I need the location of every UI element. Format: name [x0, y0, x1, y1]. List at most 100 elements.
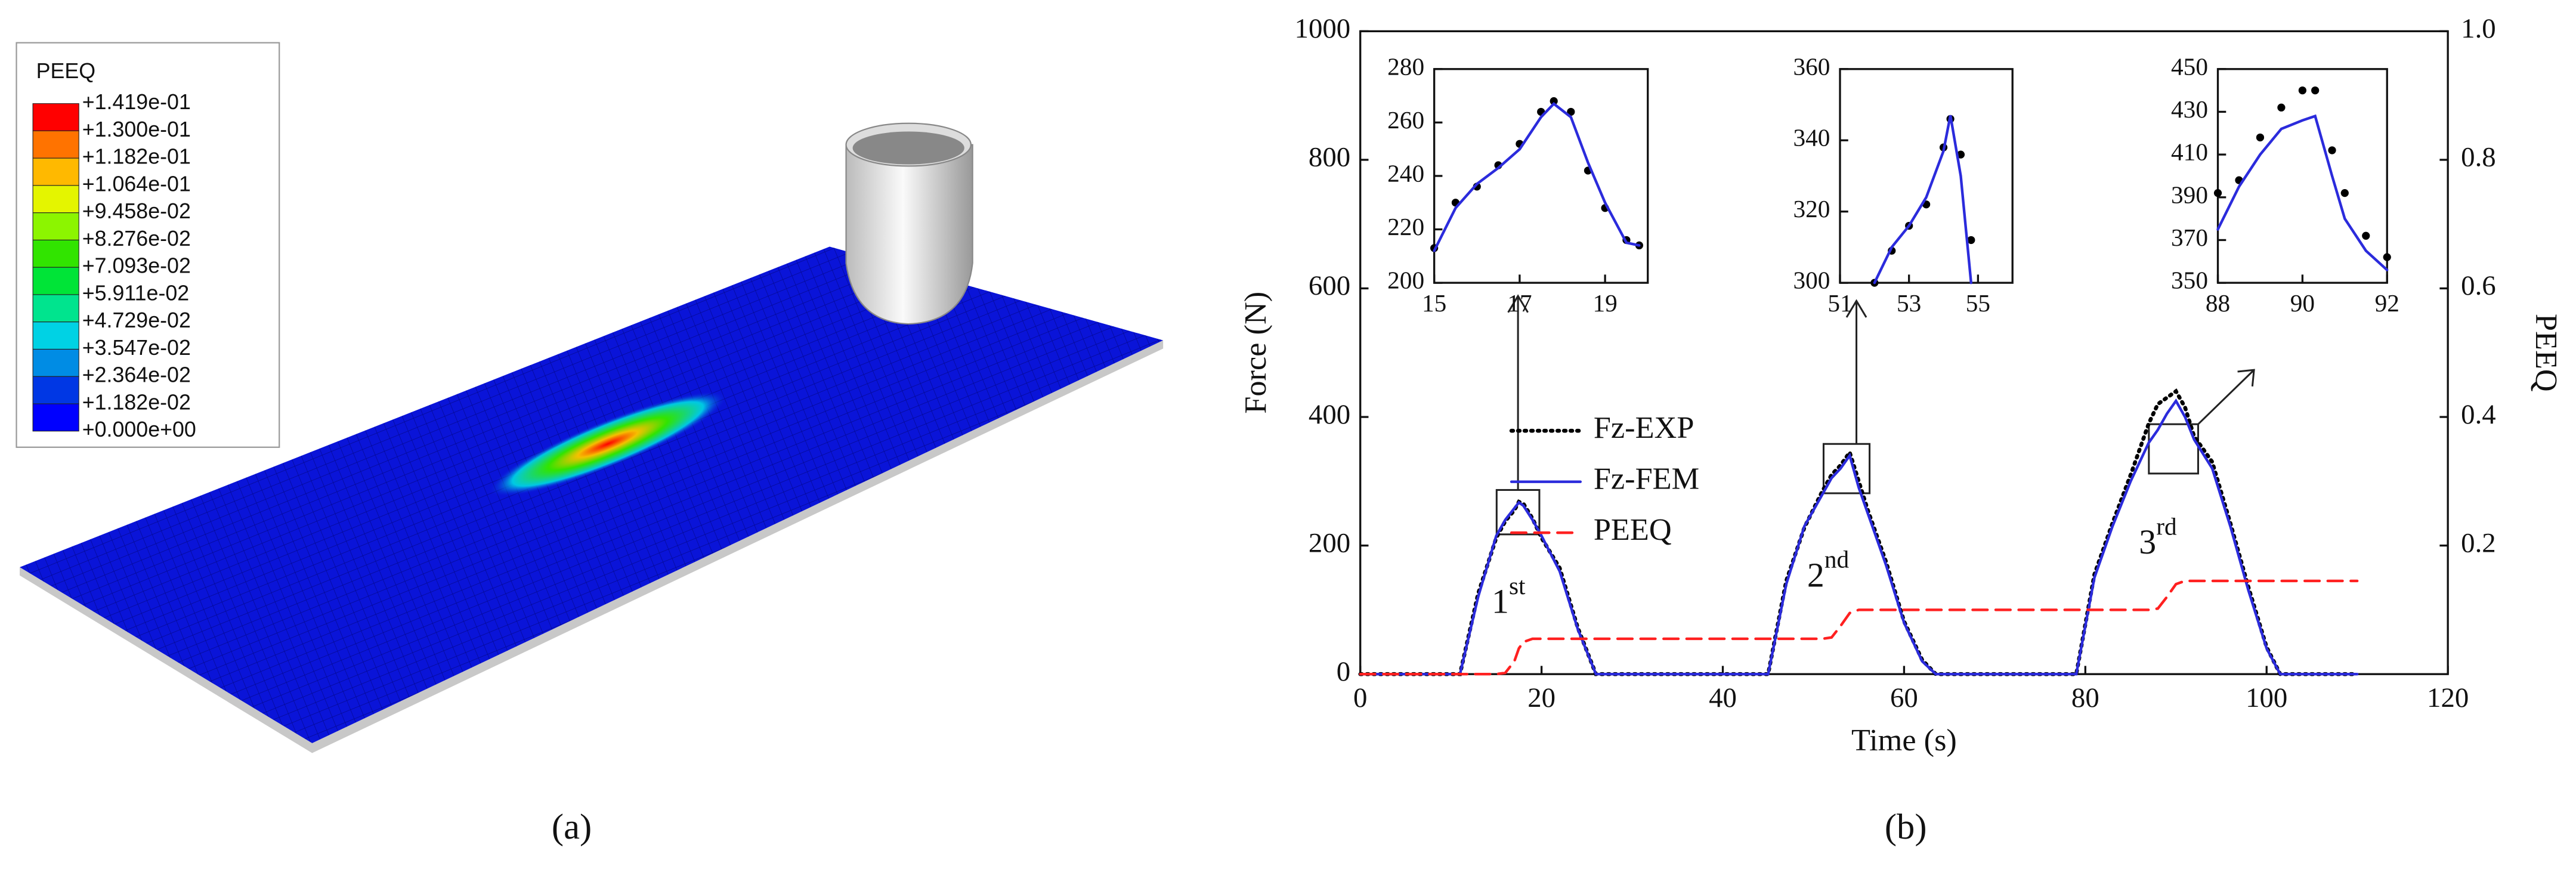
x-tick-label: 80	[2071, 682, 2099, 713]
data-point	[2256, 133, 2265, 142]
legend-swatch	[32, 212, 79, 241]
plot-frame	[2216, 68, 2388, 284]
legend-swatch	[32, 103, 79, 131]
y-tick-label: 200	[1387, 267, 1424, 294]
legend-label: Fz-FEM	[1594, 462, 1699, 496]
series-line	[2216, 114, 2389, 271]
y-tick-label: 350	[2171, 267, 2208, 294]
y-tick-label: 410	[2171, 138, 2208, 166]
legend-label: +1.182e-01	[82, 145, 191, 169]
legend-swatch	[32, 267, 79, 295]
legend-swatch	[32, 239, 79, 268]
legend-label: +1.064e-01	[82, 172, 191, 196]
data-point	[2213, 189, 2222, 197]
legend-label: PEEQ	[1594, 512, 1672, 547]
x-tick-label: 120	[2427, 682, 2469, 713]
data-point	[2383, 253, 2391, 261]
y-tick-label: 300	[1793, 267, 1830, 294]
y2-tick-label: 0.2	[2461, 527, 2496, 558]
legend-label: +5.911e-02	[82, 281, 189, 305]
y-tick-label: 340	[1793, 124, 1830, 152]
annotation-base: 2	[1807, 556, 1824, 595]
peak-annotation: 1st	[1492, 572, 1526, 620]
x-tick-label: 0	[1353, 682, 1367, 713]
y2-tick-label: 0.8	[2461, 142, 2496, 173]
caption-b: (b)	[1885, 807, 1927, 847]
y-tick-label: 390	[2171, 181, 2208, 208]
data-point	[1967, 236, 1975, 245]
y-tick-label: 200	[1309, 527, 1350, 558]
legend-label: +1.182e-02	[82, 390, 191, 414]
data-point	[2298, 86, 2306, 95]
x-tick-label: 20	[1527, 682, 1556, 713]
y-tick-label: 1000	[1295, 13, 1351, 44]
y-tick-label: 220	[1387, 213, 1424, 240]
series-line	[1359, 398, 2359, 676]
x-tick-label: 55	[1966, 289, 1990, 317]
x-tick-label: 60	[1890, 682, 1918, 713]
data-point	[2340, 189, 2349, 197]
x-tick-label: 19	[1592, 289, 1617, 317]
y-tick-label: 600	[1309, 270, 1350, 301]
peak-annotation: 2nd	[1807, 546, 1850, 594]
plate-render	[20, 122, 1164, 753]
legend-swatch	[32, 157, 79, 186]
x-tick-label: 53	[1897, 289, 1921, 317]
x-tick-label: 17	[1507, 289, 1532, 317]
legend-title: PEEQ	[36, 59, 95, 83]
x-tick-label: 15	[1422, 289, 1446, 317]
annotation-sup: nd	[1824, 546, 1850, 573]
series-line	[1358, 388, 2359, 676]
legend-label: +0.000e+00	[82, 418, 196, 441]
legend-label: +7.093e-02	[82, 254, 191, 278]
legend-swatch	[32, 376, 79, 404]
y-tick-label: 450	[2171, 52, 2208, 80]
y-tick-label: 280	[1387, 52, 1424, 80]
annotation-sup: rd	[2156, 513, 2177, 540]
legend-label: +4.729e-02	[82, 308, 191, 332]
legend-label: +1.300e-01	[82, 118, 191, 141]
y-tick-label: 320	[1793, 195, 1830, 222]
legend-swatch	[32, 403, 79, 432]
legend-label: +3.547e-02	[82, 336, 191, 360]
legend-swatch	[32, 130, 79, 159]
annotation-base: 1	[1492, 582, 1509, 621]
legend-label: +1.419e-01	[82, 90, 191, 114]
x-tick-label: 40	[1709, 682, 1737, 713]
plot-frame	[1433, 68, 1649, 284]
x-tick-label: 100	[2246, 682, 2287, 713]
series-line	[1359, 579, 2359, 676]
plot-frame	[1839, 68, 2014, 284]
legend-swatch	[32, 185, 79, 214]
y-tick-label: 400	[1309, 399, 1350, 430]
x-axis-label: Time (s)	[1851, 723, 1957, 758]
peak-annotation: 3rd	[2139, 513, 2177, 561]
data-point	[2328, 146, 2336, 154]
x-tick-label: 88	[2206, 289, 2230, 317]
zoom-markers	[1495, 294, 2255, 536]
data-point	[1550, 97, 1558, 106]
y2-axis-label: PEEQ	[2529, 314, 2563, 392]
data-point	[1567, 107, 1575, 116]
annotation-sup: st	[1509, 572, 1526, 599]
y2-tick-label: 1.0	[2461, 13, 2496, 44]
data-point	[2311, 86, 2320, 95]
legend-label: Fz-EXP	[1594, 410, 1694, 445]
series-line	[1433, 102, 1641, 252]
x-tick-label: 90	[2290, 289, 2315, 317]
y-tick-label: 430	[2171, 95, 2208, 123]
annotation-base: 3	[2139, 523, 2156, 561]
legend-swatch	[32, 294, 79, 323]
series-line	[1873, 115, 1973, 285]
legend-label: +8.276e-02	[82, 227, 191, 251]
y-tick-label: 260	[1387, 106, 1424, 134]
y-tick-label: 240	[1387, 159, 1424, 187]
y2-tick-label: 0.6	[2461, 270, 2496, 301]
caption-a: (a)	[552, 807, 592, 847]
y-tick-label: 800	[1309, 142, 1350, 173]
legend-swatch	[32, 348, 79, 377]
x-tick-label: 51	[1827, 289, 1852, 317]
y-axis-label: Force (N)	[1238, 292, 1273, 414]
legend-label: +9.458e-02	[82, 199, 191, 223]
